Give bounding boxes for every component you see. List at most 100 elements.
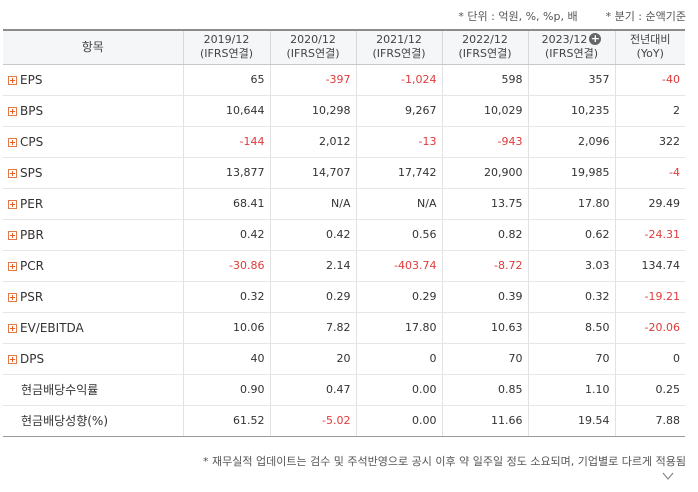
table-cell: 2,012 xyxy=(269,126,356,158)
row-label[interactable]: PCR xyxy=(3,250,183,282)
row-label-text: CPS xyxy=(20,134,44,149)
row-label-text: EPS xyxy=(20,72,43,87)
table-cell: 13.75 xyxy=(441,188,528,220)
expand-plus-icon[interactable] xyxy=(8,292,17,302)
table-cell: 0.90 xyxy=(182,374,270,406)
table-row: EPS 65 -397 -1,024 598 357 -40 xyxy=(3,64,685,96)
table-cell: 10,235 xyxy=(527,95,615,127)
expand-plus-icon[interactable] xyxy=(8,199,17,209)
row-label[interactable]: PER xyxy=(3,188,183,220)
table-cell: 10,298 xyxy=(269,95,356,127)
table-cell: 0.39 xyxy=(441,281,528,313)
table-cell: 0.82 xyxy=(441,219,528,251)
expand-plus-icon[interactable] xyxy=(8,354,17,364)
table-cell: -397 xyxy=(269,64,356,96)
table-cell: 61.52 xyxy=(182,405,270,437)
row-label[interactable]: PSR xyxy=(3,281,183,313)
row-label[interactable]: EPS xyxy=(3,64,183,96)
table-cell: -24.31 xyxy=(614,219,685,251)
row-label-text: 현금배당수익률 xyxy=(21,383,99,397)
table-cell: 14,707 xyxy=(269,157,356,189)
table-cell: 7.88 xyxy=(614,405,685,437)
table-cell: 19.54 xyxy=(527,405,615,437)
table-cell: 8.50 xyxy=(527,312,615,344)
table-cell: -13 xyxy=(355,126,442,158)
row-label-text: BPS xyxy=(20,103,44,118)
row-label-text: PSR xyxy=(20,289,44,304)
table-cell: 2 xyxy=(614,95,685,127)
table-row: CPS -144 2,012 -13 -943 2,096 322 xyxy=(3,126,685,158)
unit-note: * 단위 : 억원, %, %p, 배 xyxy=(458,10,578,23)
table-cell: 0.47 xyxy=(269,374,356,406)
table-cell: 0.00 xyxy=(355,374,442,406)
table-row: EV/EBITDA 10.06 7.82 17.80 10.63 8.50 -20.06 xyxy=(3,312,685,344)
table-row: 현금배당수익률 0.90 0.47 0.00 0.85 1.10 0.25 xyxy=(3,374,685,406)
table-cell: 0.32 xyxy=(527,281,615,313)
table-cell: 134.74 xyxy=(614,250,685,282)
row-label-text: 현금배당성향(%) xyxy=(21,414,109,428)
table-cell: 17,742 xyxy=(355,157,442,189)
table-cell: N/A xyxy=(355,188,442,220)
table-cell: 10.63 xyxy=(441,312,528,344)
table-cell: 357 xyxy=(527,64,615,96)
table-cell: -30.86 xyxy=(182,250,270,282)
column-header: 2021/12 (IFRS연결) xyxy=(355,29,442,65)
table-row: 현금배당성향(%) 61.52 -5.02 0.00 11.66 19.54 7.88 xyxy=(3,405,685,437)
table-cell: -4 xyxy=(614,157,685,189)
column-header: 2019/12 (IFRS연결) xyxy=(182,29,270,65)
table-cell: 2,096 xyxy=(527,126,615,158)
row-label-text: DPS xyxy=(20,351,45,366)
table-cell: 0.62 xyxy=(527,219,615,251)
table-cell: 0.25 xyxy=(614,374,685,406)
row-label[interactable]: PBR xyxy=(3,219,183,251)
table-cell: 20,900 xyxy=(441,157,528,189)
column-header-item: 항목 xyxy=(3,29,183,65)
table-cell: 0.85 xyxy=(441,374,528,406)
expand-plus-icon[interactable] xyxy=(8,230,17,240)
table-cell: 17.80 xyxy=(355,312,442,344)
table-row: PSR 0.32 0.29 0.29 0.39 0.32 -19.21 xyxy=(3,281,685,313)
expand-plus-icon[interactable] xyxy=(8,323,17,333)
table-cell: -1,024 xyxy=(355,64,442,96)
row-label-text: PER xyxy=(20,196,44,211)
table-cell: 0.32 xyxy=(182,281,270,313)
table-cell: -403.74 xyxy=(355,250,442,282)
table-cell: 68.41 xyxy=(182,188,270,220)
table-cell: 20 xyxy=(269,343,356,375)
table-row: PCR -30.86 2.14 -403.74 -8.72 3.03 134.74 xyxy=(3,250,685,282)
row-label[interactable]: EV/EBITDA xyxy=(3,312,183,344)
table-cell: 70 xyxy=(527,343,615,375)
expand-plus-icon[interactable] xyxy=(8,261,17,271)
table-cell: 40 xyxy=(182,343,270,375)
table-cell: -19.21 xyxy=(614,281,685,313)
table-cell: 0 xyxy=(355,343,442,375)
plus-circle-icon[interactable]: + xyxy=(589,32,602,46)
row-label: 현금배당수익률 xyxy=(3,374,183,406)
footer-note: * 재무실적 업데이트는 검수 및 주석반영으로 공시 이후 약 일주일 정도 … xyxy=(203,455,686,468)
table-cell: 65 xyxy=(182,64,270,96)
column-header: 2022/12 (IFRS연결) xyxy=(441,29,528,65)
expand-plus-icon[interactable] xyxy=(8,168,17,178)
column-header: 2020/12 (IFRS연결) xyxy=(269,29,356,65)
row-label[interactable]: CPS xyxy=(3,126,183,158)
expand-plus-icon[interactable] xyxy=(8,75,17,85)
expand-plus-icon[interactable] xyxy=(8,137,17,147)
chevron-down-icon[interactable] xyxy=(662,470,674,482)
table-cell: 29.49 xyxy=(614,188,685,220)
table-cell: 0 xyxy=(614,343,685,375)
table-cell: 2.14 xyxy=(269,250,356,282)
table-cell: -5.02 xyxy=(269,405,356,437)
table-cell: 0.56 xyxy=(355,219,442,251)
column-header: 2023/12 + (IFRS연결) xyxy=(527,29,615,65)
table-row: BPS 10,644 10,298 9,267 10,029 10,235 2 xyxy=(3,95,685,127)
row-label[interactable]: DPS xyxy=(3,343,183,375)
table-cell: -40 xyxy=(614,64,685,96)
table-cell: 0.29 xyxy=(355,281,442,313)
row-label[interactable]: SPS xyxy=(3,157,183,189)
table-cell: -144 xyxy=(182,126,270,158)
table-cell: 9,267 xyxy=(355,95,442,127)
expand-plus-icon[interactable] xyxy=(8,106,17,116)
table-row: PBR 0.42 0.42 0.56 0.82 0.62 -24.31 xyxy=(3,219,685,251)
row-label[interactable]: BPS xyxy=(3,95,183,127)
table-cell: 19,985 xyxy=(527,157,615,189)
